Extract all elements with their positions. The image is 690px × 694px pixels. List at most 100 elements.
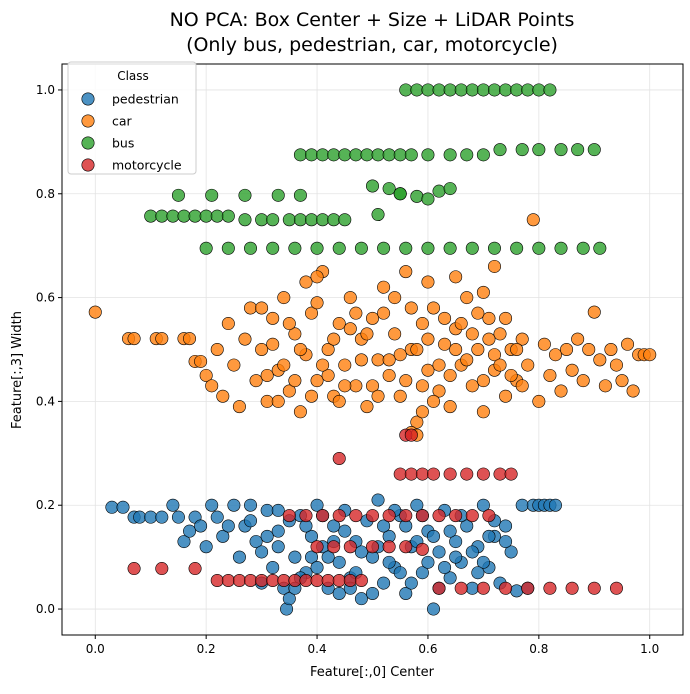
point-bus (399, 241, 413, 255)
point-bus (365, 179, 379, 193)
x-tick-label: 0.8 (529, 642, 548, 656)
point-pedestrian (255, 545, 269, 559)
point-pedestrian (426, 529, 440, 543)
point-motorcycle (521, 581, 535, 595)
point-car (277, 358, 291, 372)
point-bus (510, 241, 524, 255)
point-pedestrian (216, 529, 230, 543)
point-car (504, 368, 518, 382)
point-pedestrian (194, 519, 208, 533)
point-car (476, 405, 490, 419)
point-car (598, 379, 612, 393)
point-bus (354, 241, 368, 255)
point-car (399, 265, 413, 279)
point-motorcycle (587, 581, 601, 595)
point-motorcycle (282, 509, 296, 523)
point-car (365, 311, 379, 325)
legend-box (67, 61, 197, 175)
point-car (205, 379, 219, 393)
point-car (460, 353, 474, 367)
point-bus (305, 213, 319, 227)
point-bus (238, 188, 252, 202)
point-bus (421, 241, 435, 255)
point-car (438, 337, 452, 351)
point-car (487, 259, 501, 273)
plot-area-frame (61, 63, 684, 636)
point-pedestrian (205, 498, 219, 512)
point-motorcycle (255, 573, 269, 587)
point-bus (316, 148, 330, 162)
point-motorcycle (244, 573, 258, 587)
point-pedestrian (476, 555, 490, 569)
point-car (593, 353, 607, 367)
point-car (521, 358, 535, 372)
point-bus (293, 188, 307, 202)
point-car (449, 270, 463, 284)
point-car (587, 305, 601, 319)
point-motorcycle (349, 509, 363, 523)
point-car (127, 332, 141, 346)
point-bus (293, 213, 307, 227)
point-pedestrian (332, 586, 346, 600)
point-motorcycle (288, 573, 302, 587)
point-car (266, 311, 280, 325)
point-pedestrian (305, 550, 319, 564)
point-motorcycle (499, 581, 513, 595)
point-bus (421, 83, 435, 97)
point-motorcycle (460, 467, 474, 481)
point-motorcycle (221, 573, 235, 587)
point-car (327, 332, 341, 346)
point-car (515, 332, 529, 346)
y-tick-label: 0.4 (36, 394, 55, 408)
point-bus (576, 241, 590, 255)
point-pedestrian (232, 550, 246, 564)
point-bus (515, 143, 529, 157)
point-car (410, 342, 424, 356)
point-car (216, 389, 230, 403)
point-car (399, 374, 413, 388)
point-car (388, 327, 402, 341)
point-bus (171, 188, 185, 202)
point-car (432, 384, 446, 398)
legend: Class pedestrian car bus motorcycle (67, 61, 197, 175)
point-bus (144, 209, 158, 223)
point-car (310, 270, 324, 284)
point-pedestrian (332, 555, 346, 569)
point-bus (432, 184, 446, 198)
point-car (560, 342, 574, 356)
point-car (305, 389, 319, 403)
point-car (343, 322, 357, 336)
point-pedestrian (504, 545, 518, 559)
point-car (537, 337, 551, 351)
point-motorcycle (415, 467, 429, 481)
point-motorcycle (415, 542, 429, 556)
point-pedestrian (144, 510, 158, 524)
point-car (310, 374, 324, 388)
point-bus (293, 148, 307, 162)
point-bus (199, 241, 213, 255)
point-car (282, 384, 296, 398)
point-car (321, 342, 335, 356)
point-car (393, 348, 407, 362)
point-motorcycle (210, 573, 224, 587)
point-pedestrian (460, 519, 474, 533)
point-bus (465, 241, 479, 255)
point-pedestrian (377, 576, 391, 590)
point-motorcycle (332, 573, 346, 587)
point-bus (316, 213, 330, 227)
point-bus (199, 209, 213, 223)
point-car (343, 291, 357, 305)
point-motorcycle (321, 573, 335, 587)
y-tick-label: 0.8 (36, 187, 55, 201)
point-car (438, 311, 452, 325)
point-bus (432, 83, 446, 97)
point-car (543, 368, 557, 382)
point-car (471, 342, 485, 356)
point-bus (271, 188, 285, 202)
point-bus (510, 83, 524, 97)
point-bus (288, 241, 302, 255)
point-motorcycle (426, 467, 440, 481)
point-pedestrian (471, 566, 485, 580)
point-motorcycle (432, 581, 446, 595)
point-bus (338, 148, 352, 162)
